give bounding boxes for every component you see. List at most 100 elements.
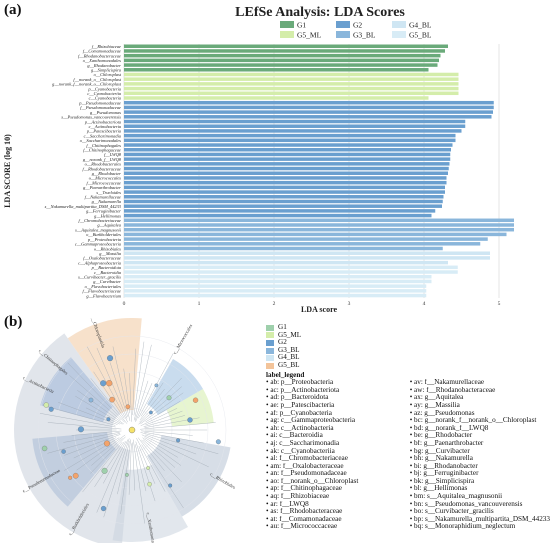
group-legend-label: G5_BL [278, 360, 300, 369]
tree-branch [75, 395, 123, 425]
tree-branch [141, 434, 209, 468]
tree-branch [144, 432, 204, 444]
bar-label: o__Flavobacteriales [85, 284, 122, 289]
tree-branch [63, 437, 120, 471]
bar [124, 133, 456, 138]
bar [124, 185, 445, 190]
bar [124, 115, 492, 119]
label-legend-entry: • bm: s__Aquitalea_magnusonii [409, 493, 503, 501]
bar [124, 209, 436, 213]
bar-label: f__Micrococcaceae [87, 180, 122, 185]
label-legend-entry: • al: f__Chromobacteriaceae [266, 455, 348, 463]
bar [124, 138, 456, 143]
tree-node [125, 473, 129, 477]
tree-branch [63, 432, 120, 443]
tree-branch [136, 438, 166, 492]
bar-label: o__Rhizobiales [94, 246, 121, 251]
group-legend-item: G1 [266, 323, 550, 332]
bar-label: c__Cyanobacteria [89, 96, 122, 101]
label-legend-entry: • be: g__Rhodobacter [409, 432, 473, 440]
label-legend-entry: • ax: g__Aquitalea [409, 394, 464, 402]
bar [124, 119, 466, 124]
label-legend-entry: • an: f__Pseudomonadaceae [266, 470, 347, 478]
bar-label: s__Trueloides [96, 190, 121, 195]
bar-label: p__Cyanobacteria [87, 86, 121, 91]
x-tick-label: 3 [348, 301, 351, 307]
tree-node [125, 404, 131, 409]
tree-ring [55, 353, 209, 507]
group-legend-item: G5_BL [266, 360, 550, 370]
label-legend-entry: • bq: s__Monoraphidium_neglectum [409, 523, 516, 531]
tree-branch [141, 430, 193, 436]
bar-label: g__Rhodobacter [92, 171, 122, 176]
bar [124, 289, 427, 293]
tree-node [106, 380, 113, 387]
bar [124, 152, 451, 157]
legend-label: G5_ML [297, 31, 322, 40]
tree-node [106, 417, 111, 422]
bar-label: f__Rhodobacteraceae [82, 166, 121, 171]
bar [124, 147, 451, 152]
tree-branch [145, 401, 181, 422]
bar [124, 53, 441, 58]
legend-swatch [280, 21, 294, 28]
bar [124, 49, 445, 53]
bar-label: s__Curvibacter_gracilis [78, 274, 121, 279]
tree-node [168, 483, 173, 488]
cladogram-legend: G1 G5_ML G2 G3_BL G4_BL G5_BL label_legend • … [266, 323, 550, 531]
label-legend-entry: • bn: s__Pseudomonas_vancouverensis [409, 500, 523, 508]
tree-branch [144, 434, 197, 455]
bar-label: f__Oxalobacteraceae [83, 256, 121, 261]
tree-branch [94, 441, 125, 487]
clade-label: c__Xanthomonadales [146, 512, 158, 543]
tree-branch [76, 434, 126, 471]
group-legend-label: G2 [278, 338, 287, 347]
cladogram: c__Chloroplastidac__Pseudomonadaceaec__A… [14, 318, 237, 543]
chart-title: LEfSe Analysis: LDA Scores [235, 5, 405, 20]
bar [124, 77, 459, 81]
legend-label: G4_BL [409, 21, 432, 30]
bar-label: c__Cyanobacteriia [87, 91, 121, 96]
bar-label: f__Pseudomonadaceae [80, 105, 121, 110]
legend-label: G3_BL [353, 31, 376, 40]
tree-branch [103, 438, 130, 518]
tree-branch [138, 386, 182, 425]
bar [124, 44, 448, 49]
bar [124, 242, 481, 246]
x-axis-label: LDA score [301, 305, 338, 312]
label-legend-entry: • bd: g__norank_f__LWQ8 [409, 424, 489, 432]
bar [124, 279, 432, 284]
bar-label: p__Bacteroidota [91, 265, 122, 270]
group-legend-swatch [266, 355, 274, 362]
label-legend-entry: • aw: f__Rhodanobacteraceae [409, 386, 496, 394]
label-legend-entry: • bi: g__Rhodanobacter [409, 462, 478, 470]
label-legend-entry: • bc: g__norank_f__norank_o__Chloroplast [409, 417, 537, 425]
group-legend-label: G1 [278, 323, 287, 331]
tree-branch [67, 362, 125, 423]
tree-node [192, 397, 199, 403]
group-legend-swatch [266, 332, 274, 339]
bar-label: f__Rhizobiaceae [92, 44, 121, 49]
tree-branch [82, 442, 123, 493]
bar-label: f__LWQ8 [104, 152, 122, 157]
tree-branch [137, 437, 165, 471]
bar-label: c__Alphaproteobacteria [78, 260, 122, 265]
bar-label: f__Chitinophagales [86, 143, 121, 148]
tree-node [176, 438, 181, 443]
group-legend-item: G4_BL [266, 354, 550, 362]
bar-label: p__Proteobacteria [87, 237, 122, 242]
bar [124, 110, 493, 114]
tree-branch [144, 437, 178, 458]
bar [124, 190, 445, 194]
label-legend-entry: • ap: f__Chitinophagaceae [266, 485, 342, 493]
bar-label: o__Xanthomonadales [83, 58, 122, 63]
tree-branch [39, 413, 116, 428]
tree-branch [140, 432, 219, 454]
clade-sector-xanthomonadales [112, 464, 188, 542]
clade-label: c__Micrococcales [172, 323, 193, 355]
bar [124, 91, 459, 96]
bar [124, 265, 458, 270]
tree-root [128, 426, 136, 434]
bar [124, 195, 444, 199]
